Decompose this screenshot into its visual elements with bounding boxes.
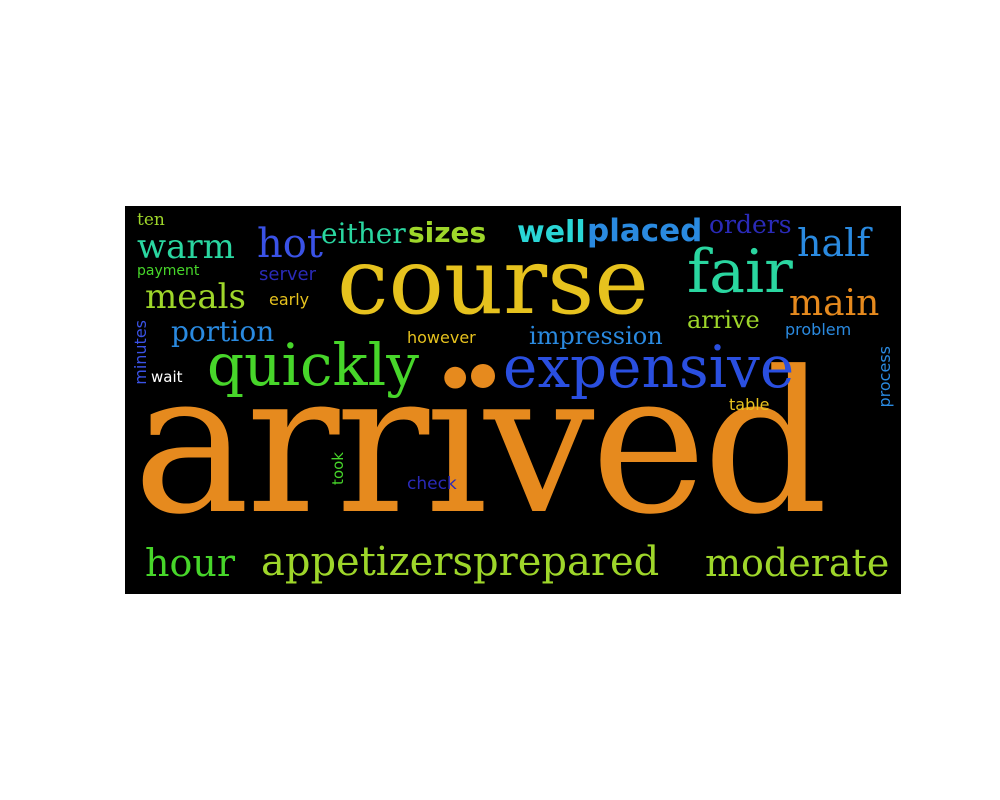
word-however: however	[407, 328, 476, 347]
word-course: course	[337, 228, 649, 335]
word-appetizersprepared: appetizersprepared	[261, 539, 660, 585]
word-warm: warm	[137, 227, 235, 267]
word-main: main	[789, 283, 880, 324]
word-took: took	[329, 452, 347, 485]
word-early: early	[269, 290, 310, 309]
word-sizes: sizes	[408, 216, 487, 249]
word-fair: fair	[687, 237, 793, 307]
word-impression: impression	[529, 322, 663, 350]
word-wait: wait	[151, 368, 183, 386]
word-portion: portion	[171, 315, 275, 348]
word-problem: problem	[785, 320, 852, 339]
word-arrive: arrive	[687, 306, 760, 334]
word-cloud: arrived course expensive quickly fair ho…	[125, 206, 901, 594]
word-table: table	[729, 395, 770, 414]
word-ten: ten	[137, 210, 165, 230]
word-orders: orders	[709, 210, 792, 239]
word-well: well	[517, 215, 586, 250]
word-hot: hot	[257, 221, 323, 267]
decorative-dot	[471, 364, 495, 388]
word-server: server	[259, 264, 316, 285]
word-meals: meals	[145, 277, 246, 317]
word-check: check	[407, 474, 457, 494]
word-quickly: quickly	[207, 331, 419, 399]
word-hour: hour	[145, 541, 235, 585]
word-moderate: moderate	[705, 541, 890, 585]
word-either: either	[321, 217, 406, 250]
word-minutes: minutes	[131, 320, 150, 385]
word-process: process	[875, 346, 894, 408]
word-placed: placed	[587, 213, 703, 249]
word-payment: payment	[137, 263, 200, 279]
word-half: half	[797, 221, 871, 265]
word-expensive: expensive	[503, 333, 795, 401]
